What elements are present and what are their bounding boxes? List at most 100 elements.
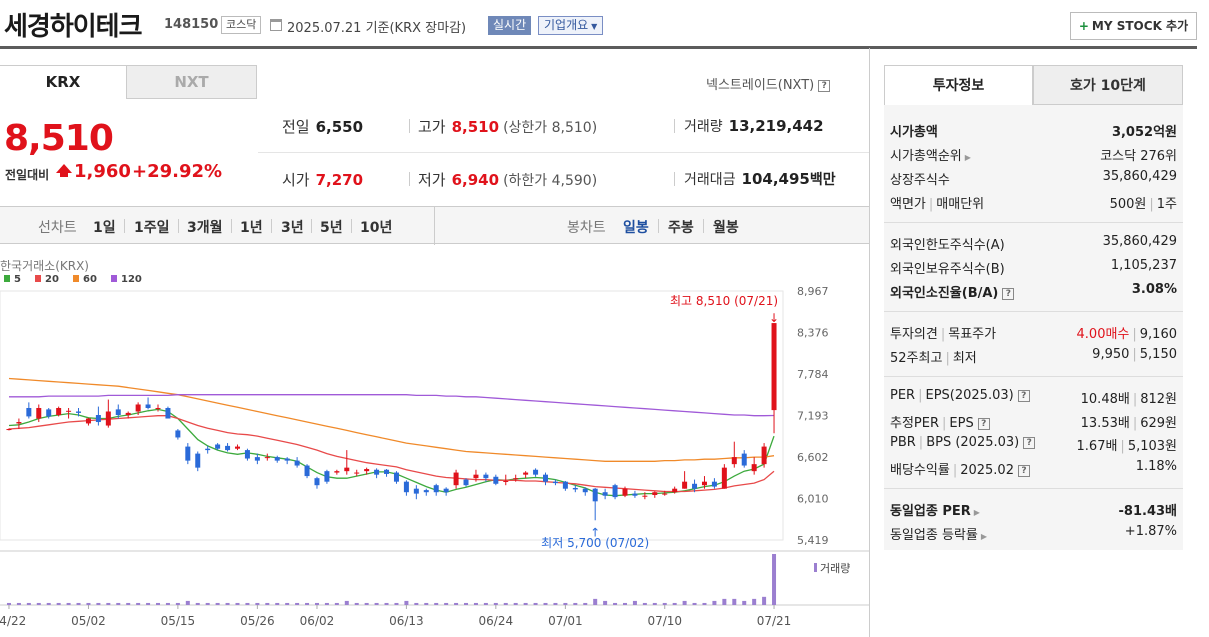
add-my-stock-button[interactable]: + MY STOCK 추가 xyxy=(1070,12,1197,40)
calendar-icon xyxy=(270,19,282,31)
range-5y[interactable]: 5년 xyxy=(320,220,343,236)
caret-down-icon: ▼ xyxy=(591,22,598,31)
price-change: 1,960 xyxy=(74,161,131,182)
volume-bar xyxy=(672,602,677,605)
candle-body xyxy=(225,445,231,451)
candle-chart-label: 봉차트 xyxy=(567,220,606,236)
range-sep xyxy=(271,219,272,233)
quote-divider xyxy=(409,119,410,133)
help-icon[interactable]: ? xyxy=(1023,436,1036,449)
cap-rank-label: 시가총액순위 xyxy=(890,149,962,164)
volume-bar xyxy=(344,600,349,605)
row-cap-rank[interactable]: 시가총액순위 ▶ 코스닥 276위 xyxy=(890,145,1177,164)
opinion-label: 투자의견 xyxy=(890,327,938,342)
candle-body xyxy=(46,409,52,417)
range-1y[interactable]: 1년 xyxy=(240,220,263,236)
candle-weekly[interactable]: 주봉 xyxy=(668,220,694,236)
volume-bar xyxy=(414,602,419,605)
high-annotation: 최고 8,510 (07/21) xyxy=(670,294,778,308)
legend-label-5: 5 xyxy=(14,274,21,285)
volume-bar xyxy=(146,602,151,605)
candle-body xyxy=(761,446,767,465)
nextrade-label: 넥스트레이드(NXT) xyxy=(706,78,815,93)
help-icon[interactable]: ? xyxy=(1002,287,1015,300)
corp-overview-button[interactable]: 기업개요 ▼ xyxy=(538,16,604,35)
row-industry-per[interactable]: 동일업종 PER ▶ -81.43배 xyxy=(890,500,1177,519)
range-sep xyxy=(311,219,312,233)
volume-bar xyxy=(275,602,280,605)
range-3y[interactable]: 3년 xyxy=(281,220,304,236)
unit-label: 매매단위 xyxy=(936,197,985,212)
row-industry-rate[interactable]: 동일업종 등락률 ▶ +1.87% xyxy=(890,524,1177,543)
candle-body xyxy=(135,404,141,412)
tab-order-book[interactable]: 호가 10단계 xyxy=(1033,65,1183,105)
moving-average-ma5 xyxy=(8,408,775,497)
tab-krx[interactable]: KRX xyxy=(0,65,126,99)
volume-bar xyxy=(16,602,21,605)
volume-bar xyxy=(473,602,478,605)
est-eps-label: EPS xyxy=(949,416,974,431)
volume-bar xyxy=(66,602,71,605)
candle-body xyxy=(175,430,181,438)
x-tick-label: 06/24 xyxy=(479,614,514,628)
candle-body xyxy=(672,488,678,493)
candle-body xyxy=(602,492,608,496)
help-icon[interactable]: ? xyxy=(818,79,831,92)
nextrade-link[interactable]: 넥스트레이드(NXT)? xyxy=(706,74,831,93)
candle-monthly[interactable]: 월봉 xyxy=(713,220,739,236)
est-per-label: 추정PER xyxy=(890,416,940,431)
volume-bar xyxy=(384,602,389,605)
shares-label: 상장주식수 xyxy=(890,173,950,188)
candle-body xyxy=(324,471,330,482)
up-arrow-icon xyxy=(56,164,72,173)
candle-body xyxy=(543,474,549,482)
candle-body xyxy=(304,465,310,477)
legend-swatch xyxy=(111,275,117,282)
tab-nxt[interactable]: NXT xyxy=(126,65,257,99)
candle-body xyxy=(632,493,638,496)
candle-body xyxy=(344,467,350,472)
range-3m[interactable]: 3개월 xyxy=(187,220,223,236)
volume-bar xyxy=(573,602,578,605)
open: 시가 7,270 xyxy=(282,169,363,190)
volume-bar xyxy=(86,602,91,605)
legend-label-120: 120 xyxy=(121,274,142,285)
volume-bar xyxy=(613,602,618,605)
x-tick-label: 07/10 xyxy=(647,614,682,628)
candle-body xyxy=(66,410,72,412)
candle-body xyxy=(185,446,191,461)
range-10y[interactable]: 10년 xyxy=(360,220,393,236)
volume-bar xyxy=(76,602,81,605)
volume-label: 거래량 xyxy=(820,562,850,575)
par-label: 액면가 xyxy=(890,197,926,212)
volume-bar xyxy=(622,602,627,605)
help-icon[interactable]: ? xyxy=(1017,389,1030,402)
open-value: 7,270 xyxy=(315,171,364,189)
tab-investment-info[interactable]: 투자정보 xyxy=(884,65,1033,105)
volume-bar xyxy=(185,600,190,605)
candle-body xyxy=(56,407,62,416)
volume-bar xyxy=(394,602,399,605)
price-chart[interactable]: 한국거래소(KRX) 5 20 60 120 8,967 8,376 7,784 7,193 6,… xyxy=(0,244,870,637)
volume-bar xyxy=(434,602,439,605)
pbr-value: 1.67배 xyxy=(1076,439,1118,454)
candle-body xyxy=(284,458,290,461)
day-low: 저가 6,940 (하한가 4,590) xyxy=(418,169,597,190)
volume-bar xyxy=(285,602,290,605)
volume-bar xyxy=(305,602,310,605)
volume-bar xyxy=(682,600,687,605)
candle-body xyxy=(364,469,370,472)
foreign-ratio-label: 외국인소진율(B/A) xyxy=(890,286,999,301)
volume-bar xyxy=(583,602,588,605)
help-icon[interactable]: ? xyxy=(977,417,990,430)
volume-bar xyxy=(225,602,230,605)
range-1d[interactable]: 1일 xyxy=(93,220,116,236)
range-1w[interactable]: 1주일 xyxy=(134,220,170,236)
realtime-button[interactable]: 실시간 xyxy=(488,16,532,35)
candle-daily[interactable]: 일봉 xyxy=(623,220,649,236)
help-icon[interactable]: ? xyxy=(1017,464,1030,477)
candle-body xyxy=(145,404,151,408)
volume-bar xyxy=(156,602,161,605)
candle-body xyxy=(433,485,439,493)
range-sep xyxy=(658,219,659,233)
